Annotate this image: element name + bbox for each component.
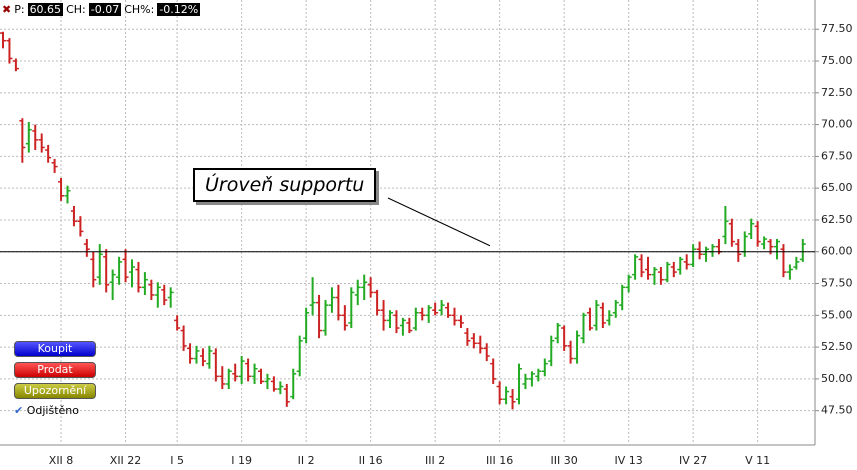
x-tick-label: III 2 <box>425 454 445 467</box>
x-tick-label: IV 27 <box>679 454 707 467</box>
y-tick-label: 65.00 <box>821 181 853 194</box>
value: 60.65 <box>27 3 64 16</box>
header: ✖ P: 60.65 CH: -0.07 CH%: -0.12% <box>2 3 201 16</box>
alert-button[interactable]: Upozornění <box>14 383 96 399</box>
x-tick-label: I 5 <box>170 454 184 467</box>
label: CH: <box>66 3 86 16</box>
x-tick-label: II 16 <box>359 454 383 467</box>
label: CH%: <box>124 3 155 16</box>
y-tick-label: 55.00 <box>821 308 853 321</box>
annotation: Úroveň supportu <box>193 168 377 202</box>
y-tick-label: 50.00 <box>821 372 853 385</box>
x-tick-label: III 30 <box>551 454 578 467</box>
x-tick-label: III 16 <box>486 454 513 467</box>
y-tick-label: 70.00 <box>821 118 853 131</box>
annotation-pointer <box>387 197 491 247</box>
y-tick-label: 62.50 <box>821 213 853 226</box>
lock-label: Odjištěno <box>26 404 79 417</box>
x-tick-label: XII 8 <box>49 454 74 467</box>
value: -0.12% <box>157 3 201 16</box>
value: -0.07 <box>88 3 122 16</box>
x-tick-label: II 2 <box>298 454 315 467</box>
label: P: <box>14 3 25 16</box>
x-tick-label: XII 22 <box>110 454 142 467</box>
x-tick-label: V 11 <box>745 454 770 467</box>
y-tick-label: 77.50 <box>821 22 853 35</box>
y-tick-label: 52.50 <box>821 340 853 353</box>
x-tick-label: I 19 <box>231 454 252 467</box>
y-tick-label: 57.50 <box>821 277 853 290</box>
y-tick-label: 47.50 <box>821 404 853 417</box>
y-tick-label: 60.00 <box>821 245 853 258</box>
y-tick-label: 75.00 <box>821 54 853 67</box>
x-tick-label: IV 13 <box>615 454 643 467</box>
buy-button[interactable]: Koupit <box>14 341 96 357</box>
sell-button[interactable]: Prodat <box>14 362 96 378</box>
y-tick-label: 67.50 <box>821 149 853 162</box>
y-tick-label: 72.50 <box>821 86 853 99</box>
lock-toggle[interactable]: ✔ Odjištěno <box>14 404 79 417</box>
icon: ✖ <box>2 3 12 16</box>
